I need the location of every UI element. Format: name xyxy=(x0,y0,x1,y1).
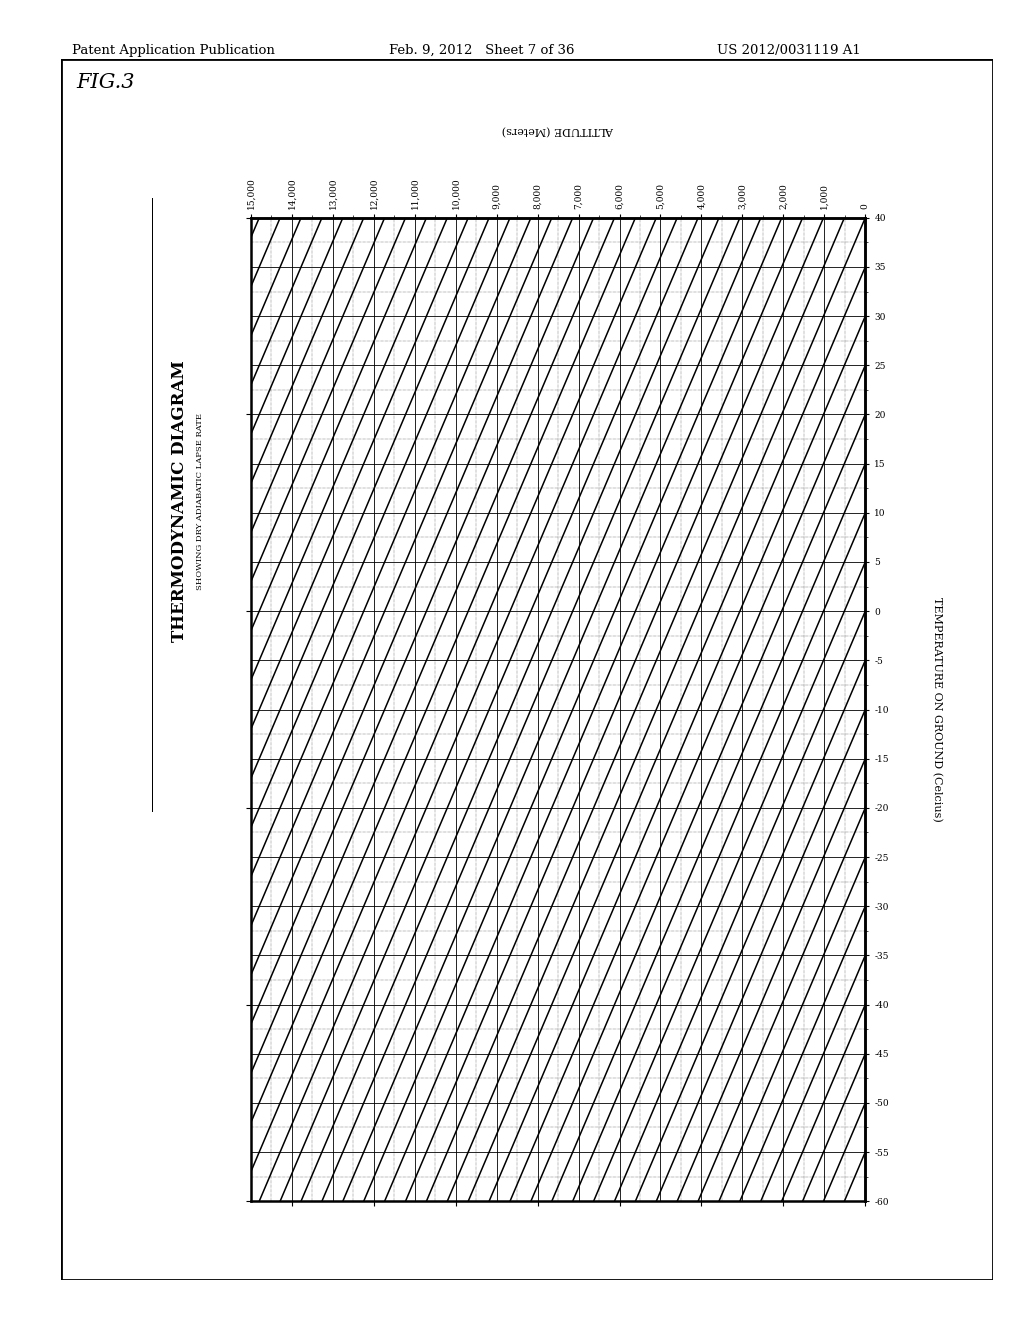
X-axis label: ALTITUDE (Meters): ALTITUDE (Meters) xyxy=(502,124,614,135)
Text: THERMODYNAMIC DIAGRAM: THERMODYNAMIC DIAGRAM xyxy=(171,360,187,643)
Text: US 2012/0031119 A1: US 2012/0031119 A1 xyxy=(717,44,860,57)
Y-axis label: TEMPERATURE ON GROUND (Celcius): TEMPERATURE ON GROUND (Celcius) xyxy=(932,597,942,822)
Text: Patent Application Publication: Patent Application Publication xyxy=(72,44,274,57)
Text: SHOWING DRY ADIABATIC LAPSE RATE: SHOWING DRY ADIABATIC LAPSE RATE xyxy=(196,413,204,590)
Text: Feb. 9, 2012   Sheet 7 of 36: Feb. 9, 2012 Sheet 7 of 36 xyxy=(389,44,574,57)
Text: FIG.3: FIG.3 xyxy=(77,73,135,91)
